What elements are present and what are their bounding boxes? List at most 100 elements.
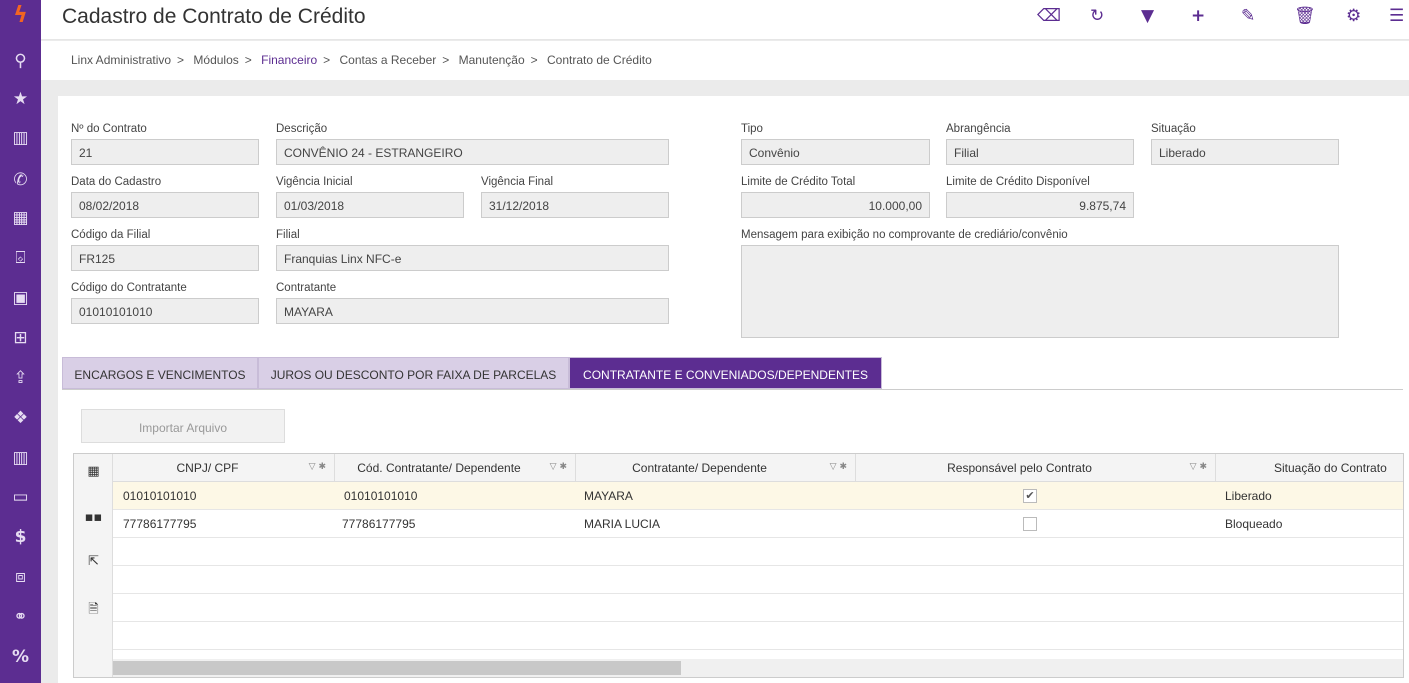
- report-icon[interactable]: ▥: [12, 448, 29, 468]
- column-title: CNPJ/ CPF: [176, 461, 239, 475]
- column-header-responsavel[interactable]: Responsável pelo Contrato ▽ ✱: [856, 454, 1216, 482]
- end-date-field[interactable]: 31/12/2018: [481, 192, 669, 218]
- column-chooser-icon[interactable]: ▦: [87, 464, 100, 479]
- gear-icon[interactable]: ⚙: [1346, 6, 1362, 26]
- grid-icon[interactable]: ▦: [12, 208, 29, 228]
- monitor-icon[interactable]: ▭: [12, 487, 29, 507]
- column-header-codigo[interactable]: Cód. Contratante/ Dependente ▽ ✱: [335, 454, 576, 482]
- filter-icon[interactable]: ▽ ✱: [829, 462, 847, 472]
- upload-icon[interactable]: ⇪: [13, 368, 28, 388]
- filter-icon[interactable]: ▽ ✱: [308, 462, 326, 472]
- chart-icon[interactable]: ▥: [12, 128, 29, 148]
- search-icon[interactable]: ⚲: [14, 51, 27, 71]
- start-date-field[interactable]: 01/03/2018: [276, 192, 464, 218]
- breadcrumb-item: Contrato de Crédito: [547, 53, 652, 67]
- breadcrumb-item[interactable]: Linx Administrativo: [71, 53, 172, 67]
- breadcrumb-item[interactable]: Financeiro: [261, 53, 318, 67]
- trash-icon[interactable]: 🗑: [1294, 6, 1316, 26]
- status-field[interactable]: Liberado: [1151, 139, 1339, 165]
- tab-encargos[interactable]: ENCARGOS E VENCIMENTOS: [62, 357, 258, 389]
- cell-cnpj: 77786177795: [123, 517, 197, 531]
- phone-icon[interactable]: ✆: [13, 170, 28, 190]
- column-header-cnpj[interactable]: CNPJ/ CPF ▽ ✱: [113, 454, 335, 482]
- label: Limite de Crédito Disponível: [946, 176, 1090, 188]
- available-credit-limit-field[interactable]: 9.875,74: [946, 192, 1134, 218]
- registration-date-field[interactable]: 08/02/2018: [71, 192, 259, 218]
- breadcrumb-item[interactable]: Módulos: [193, 53, 239, 67]
- edit-icon[interactable]: ✎: [1241, 6, 1256, 26]
- menu-icon[interactable]: ☰: [1389, 6, 1405, 26]
- label: Limite de Crédito Total: [741, 176, 856, 188]
- table-row[interactable]: 01010101010 01010101010 MAYARA ✔ Liberad…: [113, 482, 1403, 510]
- description-field[interactable]: CONVÊNIO 24 - ESTRANGEIRO: [276, 139, 669, 165]
- branch-code-field[interactable]: FR125: [71, 245, 259, 271]
- filter-icon[interactable]: ▽ ✱: [549, 462, 567, 472]
- import-file-button[interactable]: Importar Arquivo: [81, 409, 285, 443]
- label: Abrangência: [946, 123, 1011, 135]
- tab-juros[interactable]: JUROS OU DESCONTO POR FAIXA DE PARCELAS: [258, 357, 569, 389]
- column-header-nome[interactable]: Contratante/ Dependente ▽ ✱: [576, 454, 856, 482]
- column-title: Contratante/ Dependente: [632, 461, 767, 475]
- contract-number-field[interactable]: 21: [71, 139, 259, 165]
- label: Código da Filial: [71, 229, 151, 241]
- layout-icon[interactable]: ▪▪: [84, 510, 103, 525]
- label: Contratante: [276, 282, 337, 294]
- dollar-icon[interactable]: $: [14, 527, 27, 547]
- horizontal-scrollbar[interactable]: [113, 659, 1403, 677]
- table-row: [113, 538, 1403, 566]
- plus-icon[interactable]: +: [1191, 6, 1206, 26]
- export-icon[interactable]: ⇱: [88, 554, 99, 569]
- breadcrumb-item[interactable]: Manutenção: [458, 53, 525, 67]
- grid-toolbar: ▦ ▪▪ ⇱ 🗎: [74, 454, 113, 677]
- table-row: [113, 622, 1403, 650]
- refresh-icon[interactable]: ↻: [1090, 6, 1105, 26]
- label: Vigência Final: [481, 176, 554, 188]
- filter-icon[interactable]: ▼: [1141, 6, 1155, 26]
- cell-nome: MAYARA: [584, 489, 633, 503]
- filter-icon[interactable]: ▽ ✱: [1189, 462, 1207, 472]
- gift-icon[interactable]: ⌺: [15, 248, 26, 268]
- column-title: Situação do Contrato: [1274, 461, 1387, 475]
- scope-field[interactable]: Filial: [946, 139, 1134, 165]
- table-row[interactable]: 77786177795 77786177795 MARIA LUCIA Bloq…: [113, 510, 1403, 538]
- star-icon[interactable]: ★: [12, 89, 29, 109]
- total-credit-limit-field[interactable]: 10.000,00: [741, 192, 930, 218]
- table-row: [113, 594, 1403, 622]
- column-header-situacao[interactable]: Situação do Contrato: [1216, 454, 1403, 482]
- type-field[interactable]: Convênio: [741, 139, 930, 165]
- label: Situação: [1151, 123, 1196, 135]
- contractor-code-field[interactable]: 01010101010: [71, 298, 259, 324]
- label: Tipo: [741, 123, 763, 135]
- contacts-icon[interactable]: ▣: [12, 288, 29, 308]
- column-title: Cód. Contratante/ Dependente: [357, 461, 521, 475]
- responsavel-checkbox[interactable]: [1023, 517, 1037, 531]
- responsavel-checkbox[interactable]: ✔: [1023, 489, 1037, 503]
- breadcrumb: Linx Administrativo > Módulos > Financeiro…: [41, 41, 1409, 80]
- data-grid: ▦ ▪▪ ⇱ 🗎 CNPJ/ CPF ▽ ✱ Cód. Contratante/ …: [73, 453, 1404, 678]
- cell-situacao: Bloqueado: [1225, 517, 1283, 531]
- excel-icon[interactable]: 🗎: [88, 602, 99, 617]
- label: Vigência Inicial: [276, 176, 353, 188]
- cell-codigo: 01010101010: [344, 489, 418, 503]
- eraser-icon[interactable]: ⌫: [1037, 6, 1062, 26]
- page-title: Cadastro de Contrato de Crédito: [62, 5, 366, 28]
- breadcrumb-item[interactable]: Contas a Receber: [339, 53, 437, 67]
- label: Descrição: [276, 123, 328, 135]
- label: Mensagem para exibição no comprovante de…: [741, 229, 1068, 241]
- sidebar: ϟ ⚲ ★ ▥ ✆ ▦ ⌺ ▣ ⊞ ⇪ ❖ ▥ ▭ $ ⧈ ⚭ %: [0, 0, 41, 683]
- label: Nº do Contrato: [71, 123, 147, 135]
- cell-situacao: Liberado: [1225, 489, 1272, 503]
- message-textarea[interactable]: [741, 245, 1339, 338]
- handshake-icon[interactable]: ⚭: [13, 607, 28, 627]
- boxes-icon[interactable]: ⧈: [15, 567, 26, 587]
- divider: [62, 389, 1403, 390]
- dropbox-icon[interactable]: ❖: [12, 408, 29, 428]
- branch-field[interactable]: Franquias Linx NFC-e: [276, 245, 669, 271]
- contractor-field[interactable]: MAYARA: [276, 298, 669, 324]
- basket-icon[interactable]: ⊞: [13, 328, 28, 348]
- scrollbar-thumb[interactable]: [113, 661, 681, 675]
- column-title: Responsável pelo Contrato: [947, 461, 1092, 475]
- percent-icon[interactable]: %: [11, 647, 30, 667]
- tab-contratante[interactable]: CONTRATANTE E CONVENIADOS/DEPENDENTES: [569, 357, 882, 389]
- logo-icon[interactable]: ϟ: [13, 3, 28, 28]
